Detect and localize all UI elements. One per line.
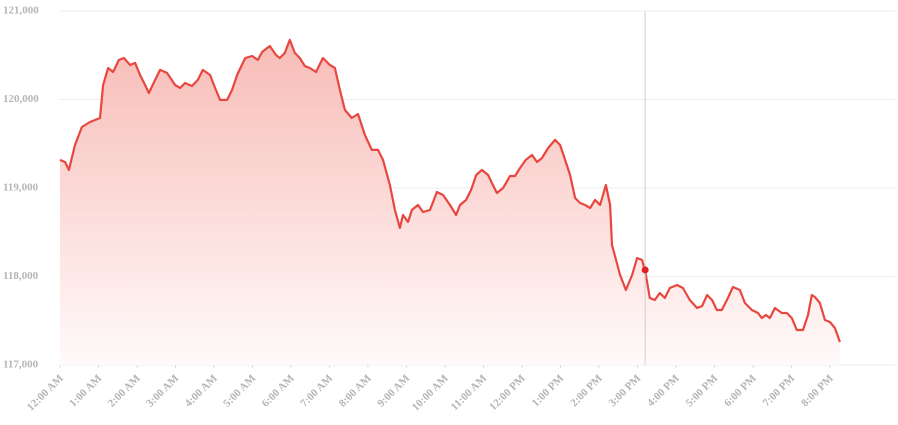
- x-tick-label: 12:00 PM: [487, 372, 528, 413]
- x-tick-label: 4:00 PM: [645, 372, 682, 409]
- x-tick-label: 5:00 AM: [221, 372, 259, 410]
- x-tick-label: 9:00 AM: [375, 372, 413, 410]
- y-tick-label: 119,000: [3, 182, 39, 194]
- x-tick-label: 7:00 AM: [298, 372, 336, 410]
- x-tick-label: 12:00 AM: [25, 372, 67, 414]
- area-fill: [60, 39, 840, 366]
- x-tick-label: 2:00 PM: [568, 372, 605, 409]
- hover-point: [641, 266, 649, 274]
- y-tick-label: 121,000: [3, 5, 39, 17]
- y-tick-label: 120,000: [3, 93, 39, 105]
- x-tick-label: 1:00 PM: [530, 372, 567, 409]
- x-tick-label: 4:00 AM: [183, 372, 221, 410]
- x-tick-label: 2:00 AM: [106, 372, 144, 410]
- x-tick-label: 11:00 AM: [449, 372, 490, 413]
- x-tick-label: 3:00 PM: [607, 372, 644, 409]
- price-line: [59, 38, 841, 343]
- y-tick-label: 117,000: [3, 359, 39, 371]
- x-tick-label: 5:00 PM: [684, 372, 721, 409]
- x-tick-label: 10:00 AM: [410, 372, 452, 414]
- x-tick-label: 1:00 AM: [67, 372, 105, 410]
- x-tick-label: 6:00 AM: [260, 372, 298, 410]
- x-tick-label: 6:00 PM: [722, 372, 759, 409]
- x-tick-label: 8:00 AM: [337, 372, 375, 410]
- x-tick-label: 7:00 PM: [761, 372, 798, 409]
- x-tick-label: 8:00 PM: [799, 372, 836, 409]
- x-tick-label: 3:00 AM: [144, 372, 182, 410]
- y-tick-label: 118,000: [3, 270, 39, 282]
